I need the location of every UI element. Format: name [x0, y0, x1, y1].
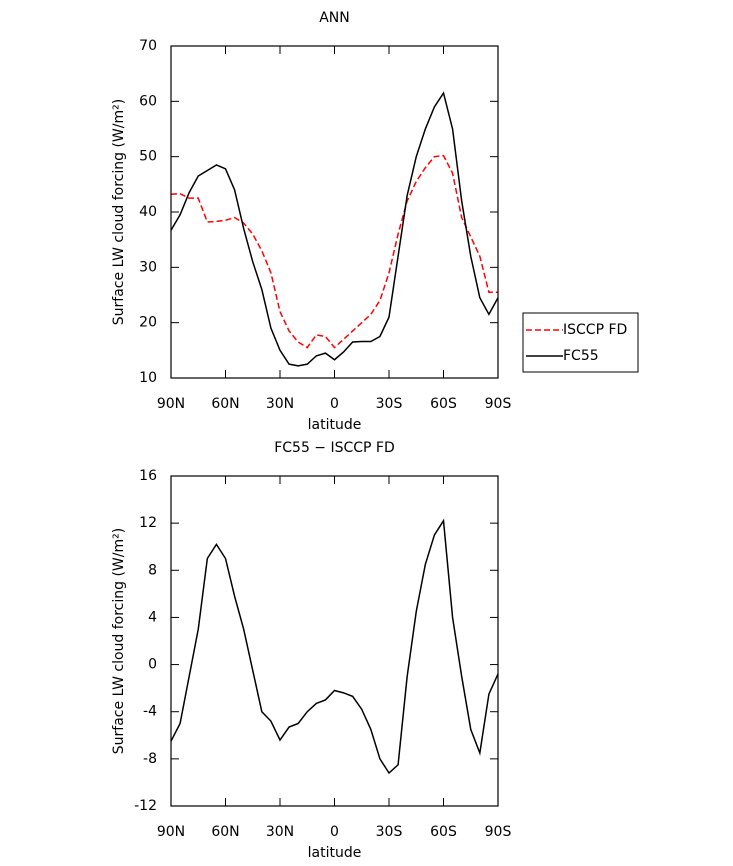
x-tick-label: 60N [211, 396, 239, 412]
x-axis-label: latitude [308, 417, 362, 433]
plot-frame [170, 475, 499, 807]
x-tick-label: 60N [211, 824, 239, 840]
x-tick-label: 30S [376, 396, 403, 412]
legend-box [522, 312, 639, 373]
y-axis-label: Surface LW cloud forcing (W/m²) [111, 99, 127, 325]
y-tick-label: 50 [139, 149, 157, 165]
chart-title: ANN [319, 10, 350, 26]
y-tick-label: 40 [139, 204, 157, 220]
y-tick-label: 20 [139, 315, 157, 331]
y-tick-label: -4 [143, 704, 157, 720]
x-tick-label: 90N [157, 396, 185, 412]
legend-label: ISCCP FD [563, 322, 627, 338]
data-line [170, 518, 499, 775]
y-tick-label: 0 [148, 657, 157, 673]
y-tick-label: 12 [139, 515, 157, 531]
y-tick-label: 4 [148, 609, 157, 625]
y-tick-label: 70 [139, 38, 157, 54]
x-tick-label: 30S [376, 824, 403, 840]
plot-frame [170, 45, 499, 379]
x-tick-label: 90S [485, 396, 512, 412]
y-tick-label: 8 [148, 562, 157, 578]
y-tick-label: 16 [139, 468, 157, 484]
legend: ISCCP FD FC55 [522, 312, 639, 373]
y-tick-label: -8 [143, 751, 157, 767]
chart-title: FC55 − ISCCP FD [274, 440, 395, 456]
x-tick-label: 90N [157, 824, 185, 840]
y-tick-label: -12 [134, 798, 157, 814]
x-tick-label: 0 [330, 396, 339, 412]
y-tick-label: 60 [139, 93, 157, 109]
y-tick-label: 30 [139, 259, 157, 275]
legend-label: FC55 [563, 348, 599, 364]
x-tick-label: 30N [266, 396, 294, 412]
x-tick-label: 90S [485, 824, 512, 840]
data-line [170, 154, 498, 349]
x-tick-label: 60S [430, 824, 457, 840]
y-tick-label: 10 [139, 370, 157, 386]
x-tick-label: 0 [330, 824, 339, 840]
x-tick-label: 30N [266, 824, 294, 840]
y-axis-label: Surface LW cloud forcing (W/m²) [111, 528, 127, 754]
x-axis-label: latitude [308, 845, 362, 861]
x-tick-label: 60S [430, 396, 457, 412]
data-line [170, 91, 499, 367]
